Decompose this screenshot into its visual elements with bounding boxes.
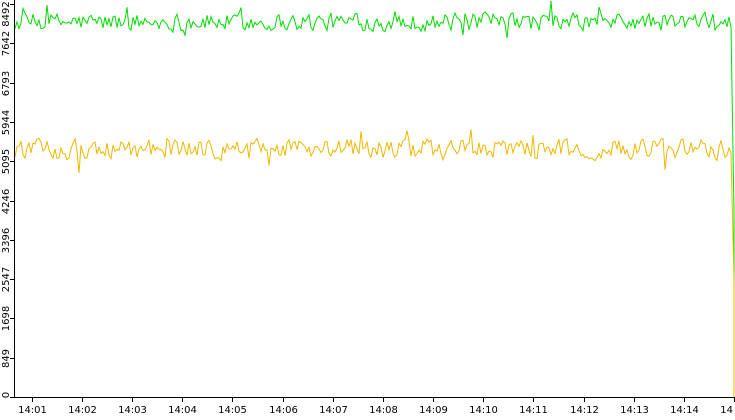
y-tick-label: 2547	[1, 267, 12, 292]
x-tick-label: 14:01	[18, 405, 47, 415]
x-tick-label: 14:12	[570, 405, 599, 415]
y-tick-label: 6793	[1, 71, 12, 96]
x-tick-label: 14:07	[319, 405, 348, 415]
y-tick-label: 5095	[1, 149, 12, 174]
x-tick-label: 14:05	[218, 405, 247, 415]
y-tick-label: 7642	[1, 31, 12, 56]
x-tick-label: 14:10	[469, 405, 498, 415]
y-tick-label: 3396	[1, 228, 12, 253]
x-tick-label: 14	[720, 405, 733, 415]
x-tick-label: 14:11	[519, 405, 548, 415]
series-line-2	[14, 129, 735, 397]
y-tick-label: 8492	[1, 1, 12, 26]
x-tick-label: 14:13	[620, 405, 649, 415]
y-tick-label: 1698	[1, 306, 12, 331]
x-tick-label: 14:04	[168, 405, 197, 415]
x-tick-label: 14:03	[118, 405, 147, 415]
series-line-1	[14, 0, 735, 282]
x-tick-label: 14:08	[369, 405, 398, 415]
y-ticks: 0 849 1698 2547 3396 4246 5095 5944 6793 7642 8492	[1, 1, 15, 398]
x-ticks: 14:01 14:02 14:03 14:04 14:05 14:06 14:07 14:08…	[18, 397, 735, 416]
y-tick-label: 0	[1, 392, 12, 398]
x-tick-label: 14:06	[269, 405, 298, 415]
y-tick-label: 4246	[1, 189, 12, 214]
series-layer	[14, 0, 735, 397]
x-tick-label: 14:14	[670, 405, 699, 415]
x-tick-label: 14:09	[419, 405, 448, 415]
y-tick-label: 5944	[1, 110, 12, 135]
y-tick-label: 849	[1, 349, 12, 368]
x-tick-label: 14:02	[68, 405, 97, 415]
